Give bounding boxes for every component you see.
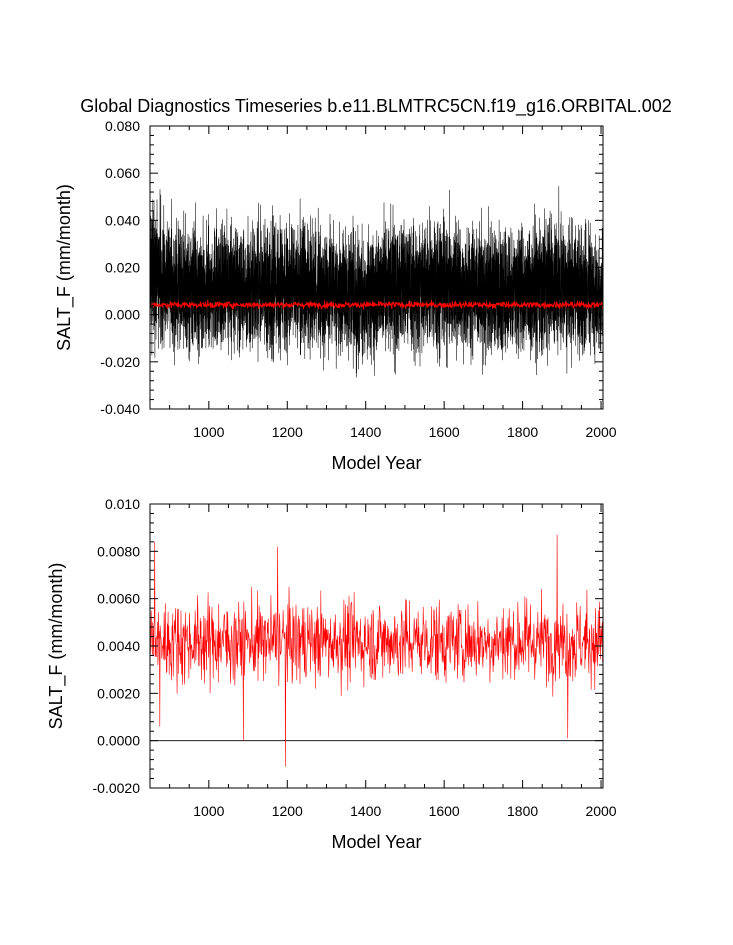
bottom-panel: 1000 1200 1400 1600 1800 2000 -0.0020 0.0000 0.0… <box>46 496 617 852</box>
x-tick-label: 1800 <box>507 803 538 819</box>
x-tick-label: 1000 <box>193 424 224 440</box>
y-tick-label: -0.020 <box>100 354 140 370</box>
x-tick-label: 1600 <box>429 803 460 819</box>
x-tick-label: 1400 <box>350 803 381 819</box>
y-tick-label: 0.0060 <box>97 591 140 607</box>
chart-title: Global Diagnostics Timeseries b.e11.BLMT… <box>80 96 672 117</box>
x-tick-label: 1400 <box>350 424 381 440</box>
y-tick-label: 0.060 <box>105 165 140 181</box>
x-tick-label: 1200 <box>272 803 303 819</box>
x-tick-label: 1200 <box>272 424 303 440</box>
x-axis-title: Model Year <box>331 832 421 852</box>
y-tick-label: -0.040 <box>100 401 140 417</box>
top-panel: 1000 1200 1400 1600 1800 2000 -0.040 -0.020 0.00… <box>54 118 617 473</box>
y-tick-label: 0.040 <box>105 212 140 228</box>
series-annual-line <box>150 299 603 310</box>
x-tick-label: 2000 <box>585 424 616 440</box>
x-axis-title: Model Year <box>331 453 421 473</box>
y-tick-label: 0.0000 <box>97 733 140 749</box>
y-tick-label: 0.0080 <box>97 543 140 559</box>
y-tick-label: 0.080 <box>105 118 140 134</box>
y-tick-label: 0.010 <box>105 496 140 512</box>
series-annual-line <box>150 534 603 767</box>
x-tick-label: 2000 <box>585 803 616 819</box>
x-tick-label: 1800 <box>507 424 538 440</box>
y-tick-label: 0.000 <box>105 307 140 323</box>
series-monthly-line <box>150 186 603 378</box>
x-tick-label: 1600 <box>429 424 460 440</box>
y-tick-label: -0.0020 <box>93 780 141 796</box>
y-tick-label: 0.020 <box>105 260 140 276</box>
plot-area <box>150 186 603 378</box>
y-tick-label: 0.0020 <box>97 685 140 701</box>
y-tick-label: 0.0040 <box>97 638 140 654</box>
x-tick-label: 1000 <box>193 803 224 819</box>
plot-area <box>150 534 603 767</box>
y-axis-title: SALT_F (mm/month) <box>46 563 67 730</box>
y-axis-title: SALT_F (mm/month) <box>54 184 75 351</box>
